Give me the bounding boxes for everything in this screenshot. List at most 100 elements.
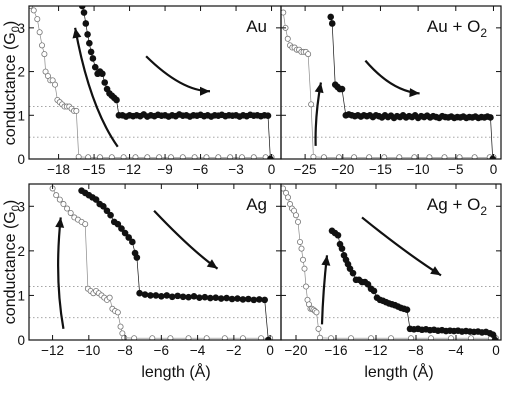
y-axis-title-subscript: 0 <box>10 205 22 211</box>
open-circle-point <box>156 154 163 159</box>
data-layer <box>49 185 274 340</box>
x-axis-title-left: length (Å) <box>141 362 210 381</box>
open-circle-point <box>284 194 291 201</box>
filled-circle-point <box>489 331 497 338</box>
y-tick-label: 1 <box>17 288 25 303</box>
filled-circle-point <box>491 336 499 340</box>
filled-circle-point <box>212 294 220 301</box>
filled-circle-point <box>158 293 165 300</box>
x-tick-label: −15 <box>83 162 106 177</box>
panel-title: Au <box>246 17 267 36</box>
open-circle-point <box>144 154 151 159</box>
panel-ag: −12 −10 −8 −6 −4 −2 0 0 1 2 3 Ag <box>17 183 282 358</box>
open-circle-point <box>292 212 299 219</box>
y-tick-label: 1 <box>17 108 25 123</box>
y-axis-title-subscript: 0 <box>10 26 22 32</box>
x-tick-label: −3 <box>228 162 243 177</box>
filled-circle-point <box>78 6 86 10</box>
direction-arrow-1 <box>57 217 65 330</box>
arrowhead-2 <box>430 266 441 276</box>
open-circle-point <box>82 221 89 228</box>
open-circle-point <box>381 154 388 159</box>
filled-circle-point <box>403 306 411 313</box>
open-circle-point <box>149 335 156 340</box>
filled-circle-trace-line <box>330 16 494 159</box>
filled-circle-point <box>201 293 209 301</box>
filled-circle-point <box>185 293 192 301</box>
open-circle-point <box>296 238 303 245</box>
filled-circle-point <box>489 155 497 159</box>
x-tick-label: −10 <box>407 162 430 177</box>
open-circle-point <box>238 154 245 159</box>
panel-frame <box>280 5 502 160</box>
x-tick-label: −4 <box>448 343 464 358</box>
direction-arrow-2 <box>153 209 219 270</box>
panel-frame <box>280 183 502 341</box>
filled-circle-point <box>89 55 97 62</box>
data-layer <box>281 185 499 340</box>
open-circle-point <box>368 335 374 340</box>
filled-circle-point <box>234 295 241 302</box>
open-circle-point <box>258 335 265 340</box>
y-tick-label: 2 <box>17 244 25 259</box>
x-tick-label: −6 <box>193 162 208 177</box>
open-circle-point <box>167 335 174 340</box>
y-axis-title-bottom: conductance (G0) <box>2 200 22 324</box>
open-circle-point <box>302 283 309 290</box>
open-circle-point <box>30 7 37 14</box>
direction-arrow-2 <box>364 59 420 95</box>
y-axis-title-top: conductance (G0) <box>2 21 22 145</box>
filled-circle-point <box>168 293 176 301</box>
open-circle-point <box>448 335 454 340</box>
x-tick-label: −6 <box>154 343 169 358</box>
filled-circle-point <box>141 291 149 298</box>
filled-circle-point <box>107 211 114 219</box>
open-circle-point <box>56 196 63 203</box>
open-circle-point <box>64 205 71 212</box>
x-tick-label: 0 <box>266 343 274 358</box>
filled-circle-point <box>82 20 90 27</box>
x-tick-label: −20 <box>331 162 354 177</box>
open-circle-point <box>284 35 291 42</box>
filled-circle-point <box>91 63 99 71</box>
direction-arrow-1 <box>320 255 329 325</box>
open-circle-point <box>114 309 121 316</box>
open-circle-point <box>39 42 46 49</box>
arrowhead-2 <box>200 86 211 96</box>
filled-circle-point <box>163 292 171 299</box>
y-tick-label: 0 <box>17 152 25 167</box>
open-circle-point <box>320 154 327 159</box>
filled-circle-point <box>370 287 378 295</box>
filled-circle-point <box>136 289 143 297</box>
open-circle-point <box>203 335 210 340</box>
open-circle-point <box>250 154 257 159</box>
filled-circle-point <box>103 207 111 215</box>
open-circle-point <box>185 335 192 340</box>
x-tick-label: −4 <box>190 343 206 358</box>
open-circle-point <box>239 335 246 340</box>
direction-arrow-1 <box>74 27 119 148</box>
open-circle-point <box>85 154 92 159</box>
open-circle-point <box>29 6 34 9</box>
x-tick-label: −25 <box>294 162 317 177</box>
x-tick-label: 0 <box>268 162 276 177</box>
open-circle-trace-line <box>29 6 272 158</box>
open-circle-point <box>308 101 315 108</box>
panel-ag-o2: −20 −16 −12 −8 −4 0 Ag + O2 <box>280 183 502 358</box>
x-tick-label: 0 <box>492 343 500 358</box>
filled-circle-point <box>338 85 346 93</box>
filled-circle-point <box>152 292 160 299</box>
open-circle-point <box>281 185 286 192</box>
open-circle-point <box>315 325 322 332</box>
filled-circle-point <box>206 294 214 302</box>
direction-arrow-2 <box>361 216 442 277</box>
open-circle-point <box>328 335 334 340</box>
open-circle-point <box>227 154 234 159</box>
open-circle-point <box>67 209 74 216</box>
filled-circle-point <box>179 293 187 301</box>
filled-circle-point <box>264 112 272 120</box>
open-circle-point <box>348 335 354 340</box>
arrowhead-1 <box>321 255 331 266</box>
filled-circle-point <box>190 293 198 300</box>
